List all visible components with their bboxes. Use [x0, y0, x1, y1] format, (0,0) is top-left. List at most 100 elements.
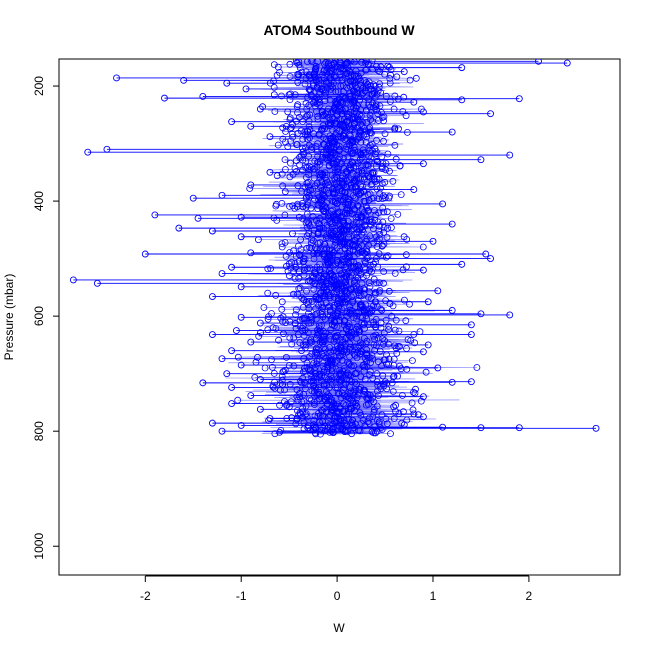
data-point — [292, 324, 300, 332]
data-point — [355, 167, 363, 175]
data-point — [347, 362, 355, 370]
data-point — [448, 128, 456, 136]
data-point — [334, 297, 342, 305]
data-point — [302, 157, 310, 165]
data-point — [448, 378, 456, 386]
data-point — [336, 116, 344, 123]
y-axis-label: Pressure (mbar) — [2, 274, 16, 361]
data-point — [286, 73, 294, 80]
data-point — [361, 212, 369, 220]
data-point — [350, 362, 358, 370]
data-point — [285, 91, 293, 99]
data-point — [318, 308, 326, 316]
data-point — [218, 270, 226, 278]
data-point — [271, 430, 279, 438]
data-point — [364, 191, 372, 199]
data-point — [328, 360, 335, 368]
data-point — [391, 141, 399, 149]
data-point — [237, 233, 245, 241]
data-point — [319, 294, 327, 302]
data-point — [334, 251, 342, 259]
data-layer — [69, 59, 600, 438]
data-point — [228, 347, 236, 355]
data-point — [379, 204, 387, 212]
data-point — [383, 360, 390, 368]
data-point — [515, 424, 523, 432]
data-point — [327, 220, 335, 228]
data-point — [367, 82, 375, 90]
data-point — [208, 331, 216, 338]
data-point — [397, 191, 405, 199]
data-point — [208, 293, 216, 301]
x-axis: -2 -1 0 1 2 — [140, 575, 533, 603]
data-point — [352, 194, 360, 202]
data-point — [385, 194, 393, 202]
data-point — [371, 346, 379, 354]
data-point — [280, 367, 288, 375]
data-point — [388, 312, 396, 320]
data-point — [272, 325, 280, 332]
data-point — [363, 118, 371, 126]
data-point — [331, 198, 339, 206]
data-point — [332, 59, 339, 64]
data-point — [255, 332, 263, 340]
data-point — [316, 390, 323, 398]
data-point — [310, 401, 318, 408]
data-point — [345, 209, 353, 217]
data-point — [247, 249, 255, 257]
data-point — [327, 336, 335, 344]
data-point — [371, 290, 379, 298]
data-point — [467, 321, 475, 329]
data-point — [370, 194, 378, 202]
data-point — [375, 279, 383, 287]
data-point — [298, 187, 306, 195]
data-point — [319, 186, 326, 194]
data-point — [316, 282, 323, 290]
data-point — [298, 294, 306, 302]
data-point — [394, 210, 402, 218]
data-point — [299, 156, 307, 164]
data-point — [347, 226, 355, 234]
data-point — [321, 112, 328, 120]
data-point — [381, 337, 389, 345]
data-point — [380, 208, 388, 216]
data-point — [256, 375, 264, 383]
data-point — [337, 313, 345, 321]
data-point — [477, 310, 485, 318]
data-point — [379, 195, 386, 203]
data-point — [338, 134, 346, 142]
data-point — [254, 353, 261, 361]
data-point — [278, 170, 286, 178]
data-point — [380, 340, 387, 348]
data-point — [352, 330, 360, 338]
data-point — [323, 368, 331, 376]
data-point — [141, 250, 149, 258]
data-point — [369, 355, 377, 363]
data-point — [346, 360, 353, 368]
data-point — [286, 173, 294, 181]
x-axis-label: W — [333, 621, 345, 635]
data-point — [285, 272, 293, 280]
data-point — [343, 209, 351, 217]
data-point — [290, 362, 298, 370]
data-point — [300, 398, 308, 405]
data-point — [354, 89, 362, 97]
data-point — [365, 279, 373, 287]
data-point — [237, 283, 245, 291]
data-point — [271, 108, 279, 115]
data-point — [237, 361, 245, 369]
data-point — [406, 76, 414, 84]
data-point — [334, 312, 342, 320]
data-point — [386, 79, 394, 87]
data-point — [381, 194, 389, 202]
data-point — [535, 59, 542, 65]
data-point — [385, 287, 393, 295]
data-point — [408, 357, 416, 365]
data-point — [352, 273, 360, 281]
data-point — [364, 161, 372, 169]
data-point — [223, 79, 231, 87]
data-point — [228, 400, 236, 408]
data-point — [266, 133, 274, 141]
data-point — [286, 60, 294, 68]
data-point — [327, 326, 335, 333]
